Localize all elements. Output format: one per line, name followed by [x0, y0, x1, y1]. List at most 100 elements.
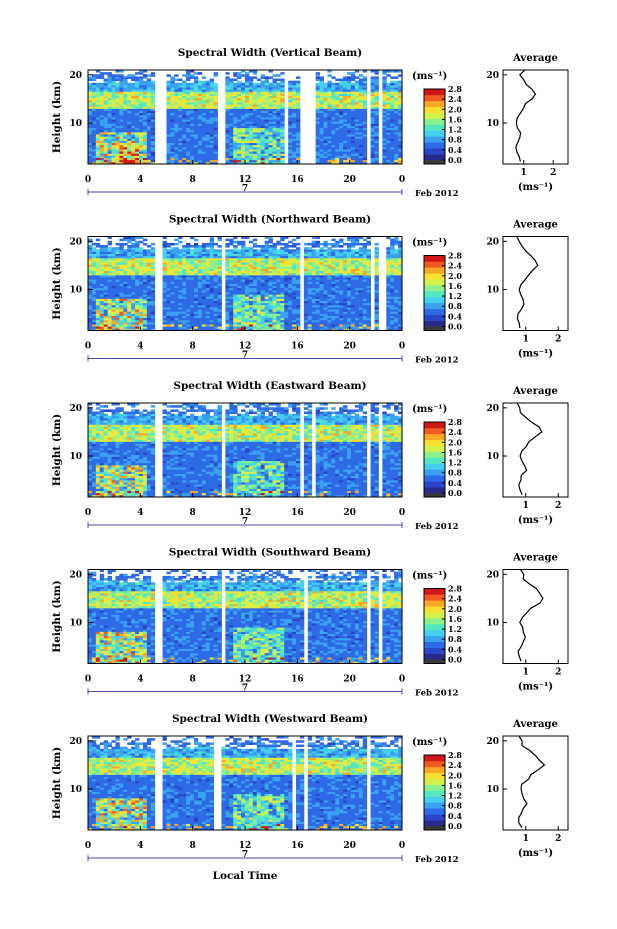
heatmap-cell [178, 277, 183, 280]
heatmap-cell [178, 311, 183, 314]
heatmap-cell [268, 300, 273, 304]
heatmap-cell [252, 125, 258, 129]
heatmap-cell [382, 91, 387, 94]
heatmap-cell [178, 272, 183, 276]
heatmap-cell [186, 266, 191, 269]
heatmap-cell [276, 317, 281, 321]
heatmap-cell [296, 153, 301, 156]
heatmap-cell [233, 161, 238, 165]
heatmap-cell [335, 146, 340, 150]
heatmap-cell [201, 106, 207, 109]
heatmap-cell [343, 149, 348, 152]
heatmap-cell [127, 114, 132, 118]
heatmap-cell [209, 253, 215, 257]
heatmap-cell [99, 144, 105, 148]
heatmap-cell [190, 272, 195, 276]
heatmap-cell [201, 119, 207, 122]
heatmap-cell [150, 307, 156, 310]
heatmap-cell [135, 279, 140, 282]
heatmap-cell [382, 127, 387, 131]
heatmap-cell [268, 298, 273, 301]
heatmap-cell [268, 302, 273, 306]
heatmap-cell [111, 326, 116, 329]
heatmap-cell [398, 106, 403, 109]
heatmap-cell [146, 80, 152, 84]
heatmap-cell [111, 93, 116, 97]
heatmap-cell [178, 155, 183, 158]
heatmap-cell [91, 294, 97, 297]
heatmap-cell [115, 76, 120, 79]
heatmap-cell [131, 298, 136, 301]
heatmap-cell [284, 292, 289, 295]
heatmap-cell [292, 279, 297, 282]
heatmap-cell [256, 255, 262, 259]
heatmap-cell [350, 119, 356, 122]
heatmap-cell [201, 82, 207, 86]
heatmap-cell [292, 292, 297, 295]
heatmap-cell [347, 142, 352, 146]
heatmap-cell [362, 146, 368, 150]
heatmap-cell [292, 89, 297, 92]
heatmap-cell [91, 287, 97, 291]
heatmap-cell [256, 129, 262, 133]
heatmap-cell [119, 84, 124, 88]
heatmap-cell [166, 140, 171, 144]
heatmap-cell [354, 97, 360, 101]
heatmap-cell [197, 257, 203, 261]
heatmap-cell [241, 247, 246, 250]
heatmap-cell [135, 251, 140, 254]
heatmap-cell [91, 138, 97, 141]
heatmap-cell [119, 279, 124, 282]
heatmap-cell [88, 272, 93, 276]
heatmap-cell [186, 161, 191, 165]
heatmap-cell [237, 255, 242, 259]
heatmap-cell [107, 274, 112, 278]
heatmap-cell [201, 328, 207, 331]
heatmap-cell [288, 149, 293, 152]
heatmap-cell [217, 328, 222, 331]
heatmap-cell [186, 253, 191, 257]
heatmap-cell [233, 121, 238, 124]
heatmap-cell [135, 136, 140, 139]
heatmap-cell [213, 91, 218, 94]
heatmap-cell [284, 264, 289, 267]
heatmap-cell [292, 313, 297, 316]
heatmap-cell [350, 134, 356, 137]
heatmap-cell [248, 151, 254, 154]
heatmap-cell [103, 72, 109, 75]
heatmap-cell [190, 268, 195, 272]
heatmap-cell [162, 249, 167, 252]
heatmap-cell [186, 311, 191, 314]
heatmap-cell [142, 242, 148, 246]
heatmap-cell [162, 251, 167, 254]
heatmap-cell [272, 134, 277, 137]
heatmap-cell [107, 266, 112, 269]
heatmap-cell [146, 307, 152, 310]
heatmap-cell [343, 76, 348, 79]
heatmap-cell [256, 144, 262, 148]
heatmap-cell [111, 300, 116, 304]
heatmap-cell [264, 294, 269, 297]
heatmap-cell [205, 125, 211, 129]
heatmap-cell [166, 104, 171, 107]
heatmap-cell [382, 84, 387, 88]
heatmap-cell [374, 82, 379, 86]
heatmap-cell [139, 326, 144, 329]
heatmap-cell [248, 264, 254, 267]
heatmap-cell [146, 89, 152, 92]
heatmap-cell [347, 102, 352, 105]
heatmap-cell [119, 161, 124, 165]
heatmap-cell [390, 76, 395, 79]
heatmap-cell [186, 307, 191, 310]
heatmap-cell [374, 155, 379, 158]
heatmap-cell [99, 309, 105, 312]
heatmap-cell [127, 311, 132, 314]
heatmap-cell [127, 307, 132, 310]
heatmap-cell [237, 91, 242, 94]
heatmap-cell [150, 287, 156, 291]
heatmap-cell [217, 313, 222, 316]
heatmap-cell [205, 134, 211, 137]
heatmap-cell [201, 84, 207, 88]
heatmap-cell [398, 138, 403, 141]
heatmap-cell [362, 114, 368, 118]
